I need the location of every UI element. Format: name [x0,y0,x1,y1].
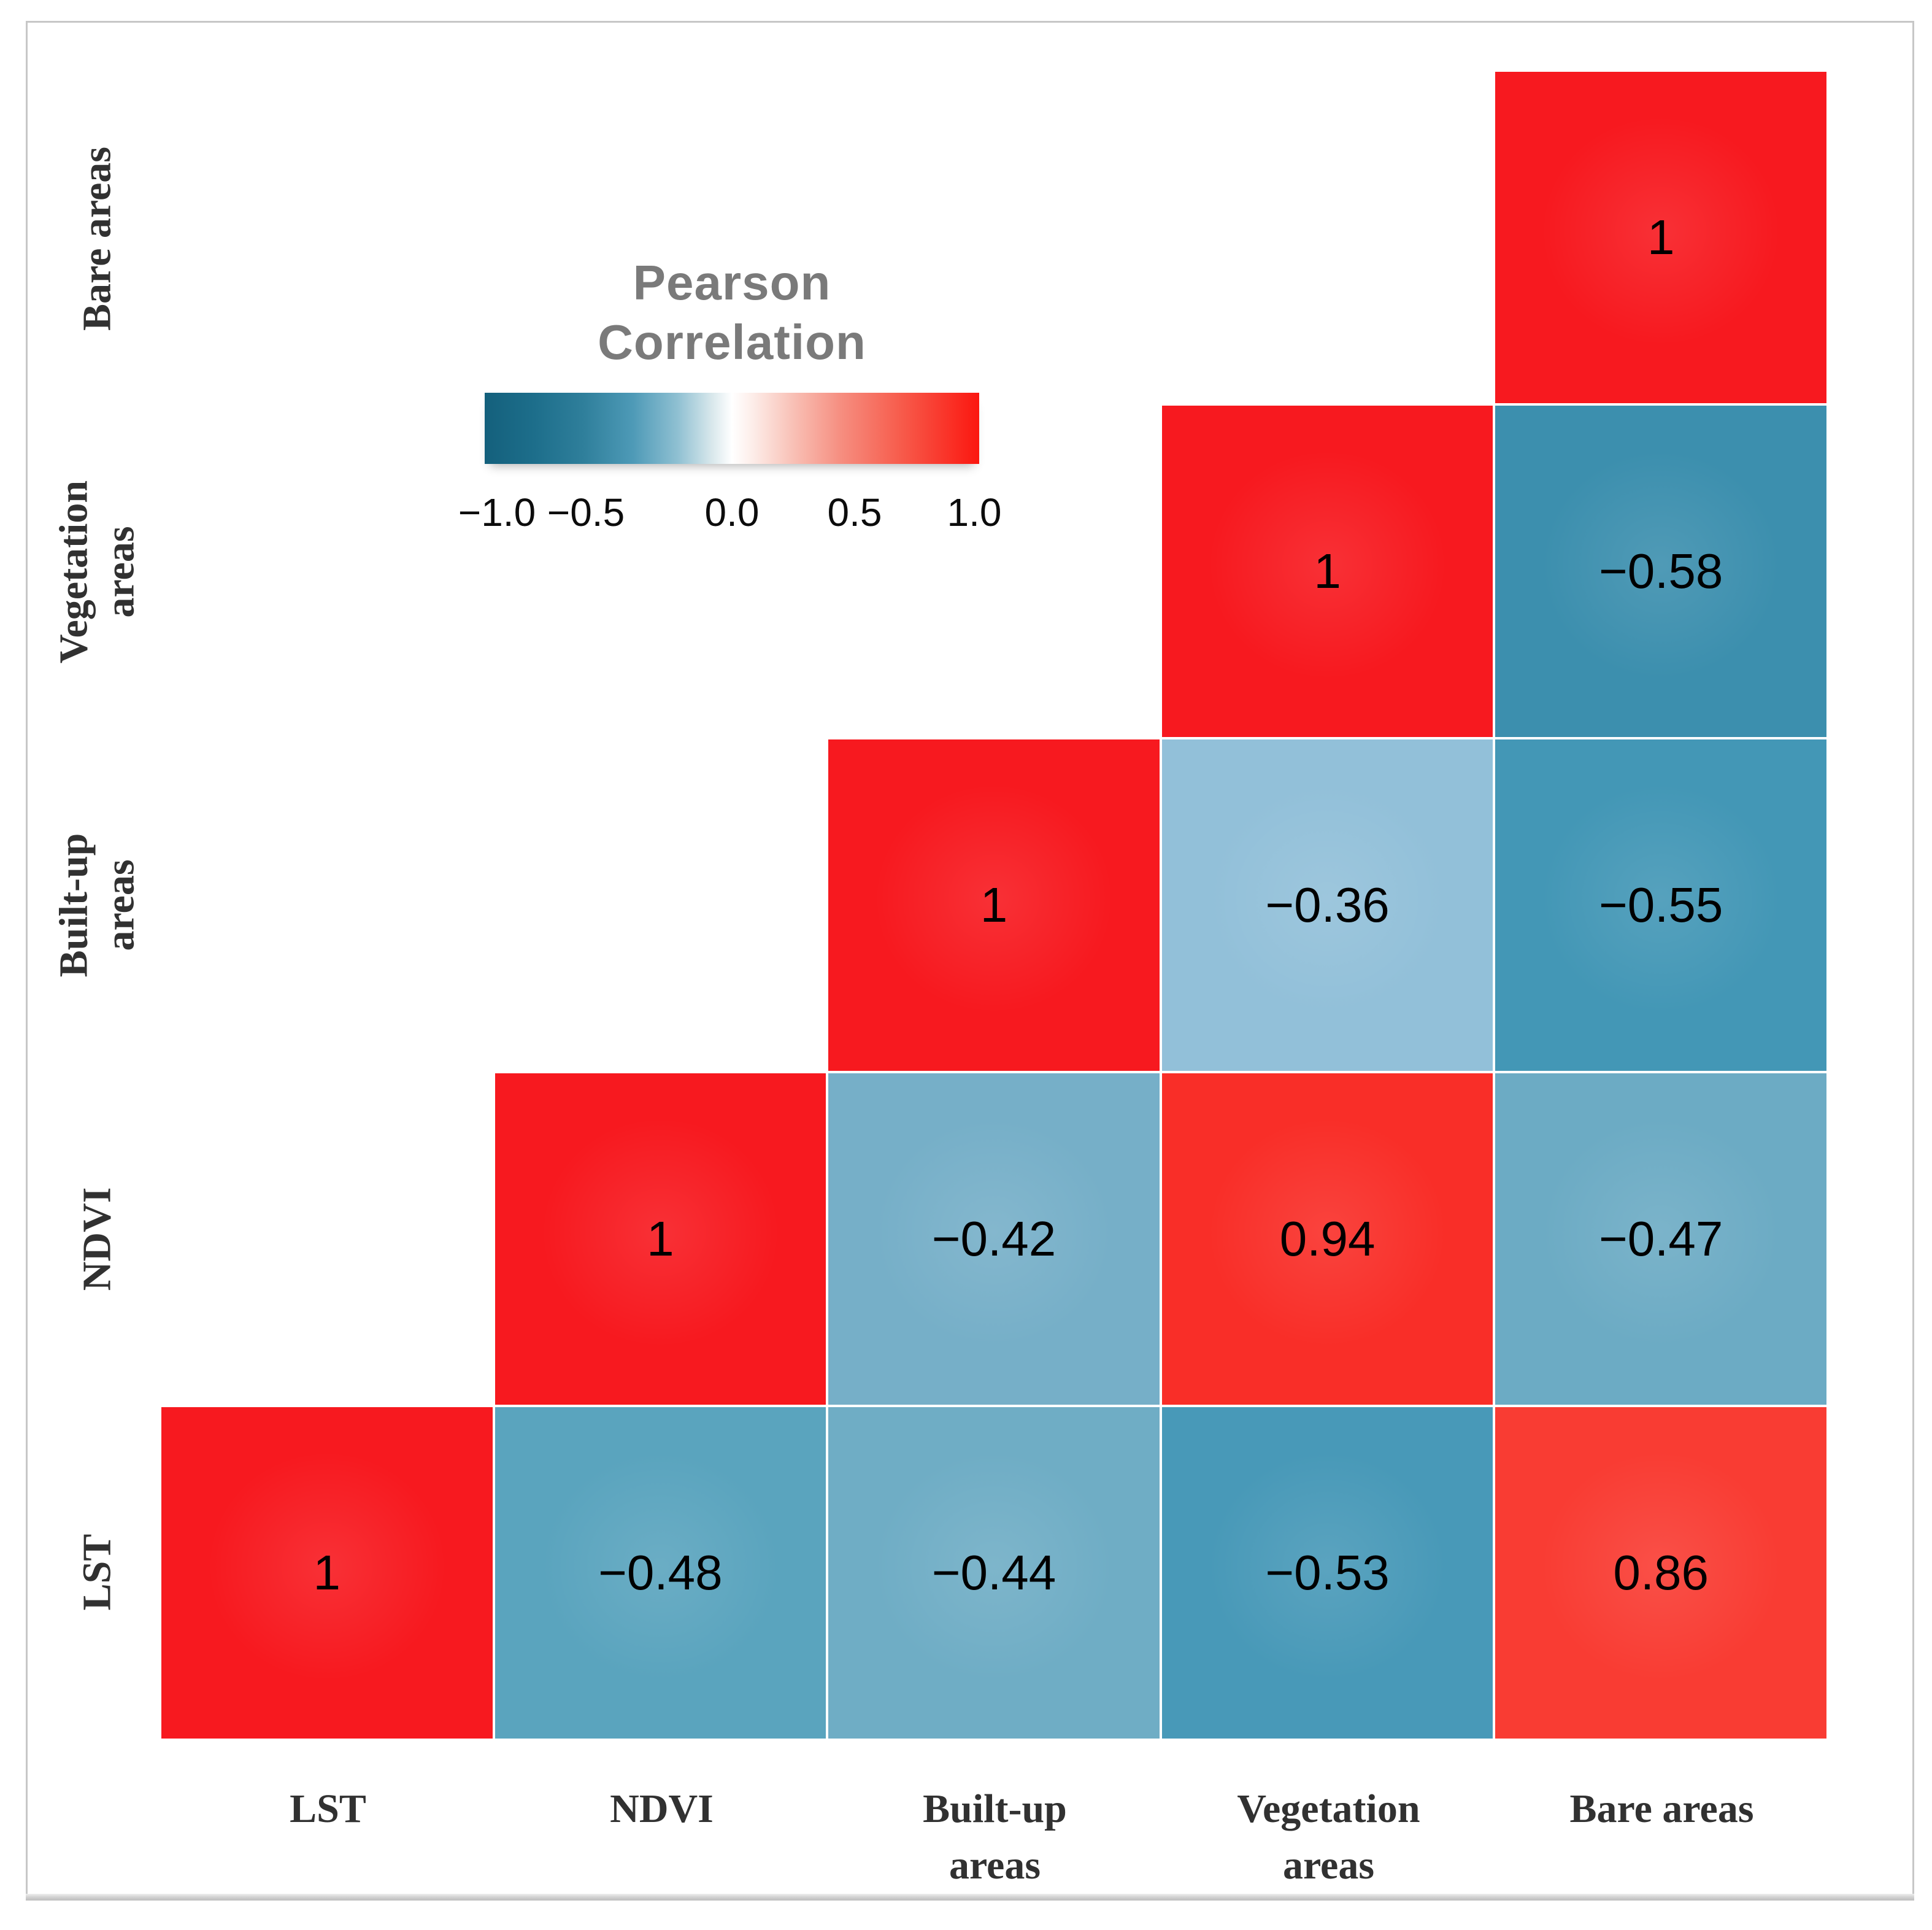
cell-value: 0.86 [1613,1545,1709,1600]
x-axis-label: Vegetation areas [1237,1786,1420,1888]
cell-value: −0.42 [931,1211,1056,1266]
cell-value: −0.36 [1265,878,1390,932]
empty-cell [828,406,1160,737]
colorbar-tick-label: 0.0 [704,490,760,535]
y-axis-label-text: NDVI [74,1187,119,1291]
y-axis-label-text: Bare areas [74,146,119,331]
colorbar [485,393,979,464]
cell-value: −0.58 [1598,544,1723,598]
cell-value: −0.44 [931,1545,1056,1600]
heatmap-cell: 0.94 [1161,1073,1493,1405]
empty-cell [161,1073,493,1405]
y-axis-label: NDVI [54,1072,140,1405]
y-axis-label-text: LST [74,1534,119,1610]
empty-cell [828,72,1160,403]
cell-value: −0.53 [1265,1545,1390,1600]
cell-value: 1 [1647,210,1675,264]
y-axis-label: LST [54,1405,140,1739]
heatmap-cell: −0.44 [828,1407,1160,1739]
figure-frame-bottom-edge [26,1894,1914,1901]
x-axis-label: Built-up areas [923,1786,1067,1888]
cell-value: 1 [980,878,1008,932]
x-axis-label: LST [290,1786,366,1831]
colorbar-tick-label: 0.5 [827,490,882,535]
colorbar-tick-label: 1.0 [947,490,1002,535]
cell-value: −0.48 [598,1545,723,1600]
cell-value: −0.55 [1598,878,1723,932]
heatmap-cell: −0.55 [1495,739,1826,1071]
legend-title-line2: Correlation [598,315,866,369]
colorbar-tick-label: −1.0 [458,490,536,535]
correlation-heatmap: 1 1 −0.58 1 −0.36 −0.55 1 −0.42 0.94 −0.47 1 −0.48 −… [161,72,1826,1739]
cell-value: −0.47 [1598,1211,1723,1266]
cell-value: 1 [647,1211,674,1266]
empty-cell [1162,72,1493,403]
y-axis-label: Vegetation areas [51,405,142,738]
cell-value: 1 [313,1545,341,1600]
empty-cell [161,739,493,1071]
legend-title: Pearson Correlation [485,253,979,372]
empty-cell [495,406,826,737]
y-axis-label-text: Vegetation areas [51,480,142,663]
heatmap-cell: −0.36 [1161,739,1493,1071]
y-axis-label: Bare areas [54,72,140,405]
heatmap-cell: 1 [1495,72,1826,403]
empty-cell [161,406,493,737]
cell-value: 1 [1314,544,1341,598]
empty-cell [161,72,493,403]
cell-value: 0.94 [1279,1211,1376,1266]
heatmap-cell: 1 [161,1407,493,1739]
empty-cell [495,739,826,1071]
y-axis-label: Built-up areas [51,738,142,1071]
heatmap-cell: 1 [495,1073,826,1405]
x-axis-label: Bare areas [1569,1786,1754,1831]
heatmap-cell: 1 [1161,406,1493,737]
heatmap-cell: −0.53 [1161,1407,1493,1739]
empty-cell [495,72,826,403]
heatmap-cell: 1 [828,739,1160,1071]
legend-title-line1: Pearson [633,255,831,310]
y-axis-label-text: Built-up areas [51,833,142,977]
heatmap-cell: −0.42 [828,1073,1160,1405]
heatmap-cell: −0.58 [1495,406,1826,737]
colorbar-tick-label: −0.5 [547,490,625,535]
heatmap-cell: 0.86 [1495,1407,1826,1739]
heatmap-cell: −0.48 [495,1407,826,1739]
figure-frame [26,21,1914,1900]
heatmap-cell: −0.47 [1495,1073,1826,1405]
x-axis-label: NDVI [610,1786,714,1831]
